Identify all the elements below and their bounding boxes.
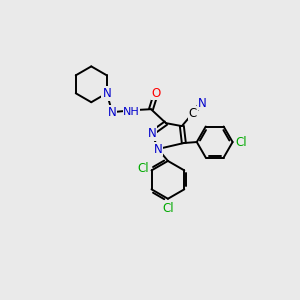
Text: Cl: Cl xyxy=(236,136,247,148)
Text: Cl: Cl xyxy=(137,162,149,175)
Text: N: N xyxy=(154,142,162,155)
Text: NH: NH xyxy=(123,107,140,117)
Text: N: N xyxy=(148,127,156,140)
Text: N: N xyxy=(102,87,111,100)
Text: Cl: Cl xyxy=(162,202,174,215)
Text: C: C xyxy=(189,107,197,120)
Text: N: N xyxy=(197,97,206,110)
Text: N: N xyxy=(108,106,117,119)
Text: O: O xyxy=(151,87,160,100)
